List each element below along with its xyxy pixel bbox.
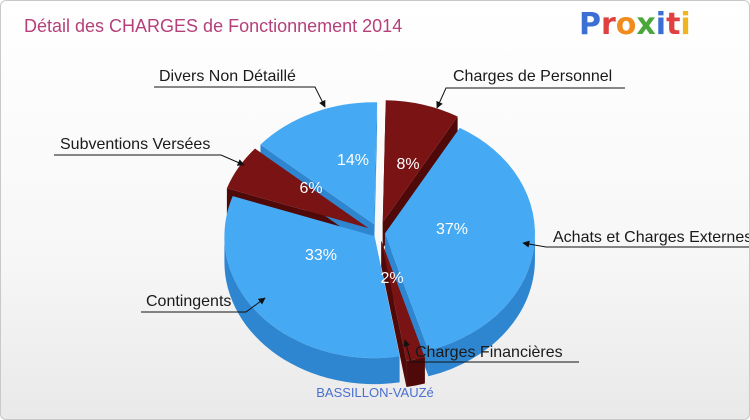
leader-line-4 [54,154,245,166]
slice-wall-5-1 [374,102,378,251]
category-label-0: Charges de Personnel [453,68,612,85]
pct-label-1: 37% [436,221,468,238]
pct-label-5: 14% [337,152,369,169]
commune-name: BASSILLON-VAUZé [316,385,434,400]
slice-achats-et-charges-externes [384,127,535,351]
slice-charges-financi-res [381,240,425,362]
category-label-4: Subventions Versées [60,136,210,153]
category-label-2: Charges Financières [415,344,563,361]
slice-divers-non-d-taill- [260,102,378,225]
slice-subventions-vers-es [226,148,369,229]
category-label-3: Contingents [146,293,231,310]
leader-line-0 [436,87,625,109]
pie-tops [224,100,535,362]
pct-label-2: 2% [380,270,403,287]
proxiti-logo: Proxiti [579,7,691,42]
pct-label-0: 8% [396,156,419,173]
category-label-5: Divers Non Détaillé [159,68,296,85]
leader-line-3 [141,297,266,313]
chart-title: Détail des CHARGES de Fonctionnement 201… [24,16,403,36]
leader-line-1 [522,240,749,248]
slice-contingents [224,196,400,359]
slice-wall-2-1 [381,240,407,388]
slice-side-3 [224,236,400,385]
leader-line-5 [154,86,326,108]
leader-line-2 [403,339,579,363]
category-label-1: Achats et Charges Externes [553,229,749,246]
pct-label-3: 33% [305,247,337,264]
pct-label-4: 6% [299,180,322,197]
slice-charges-de-personnel [382,100,458,223]
